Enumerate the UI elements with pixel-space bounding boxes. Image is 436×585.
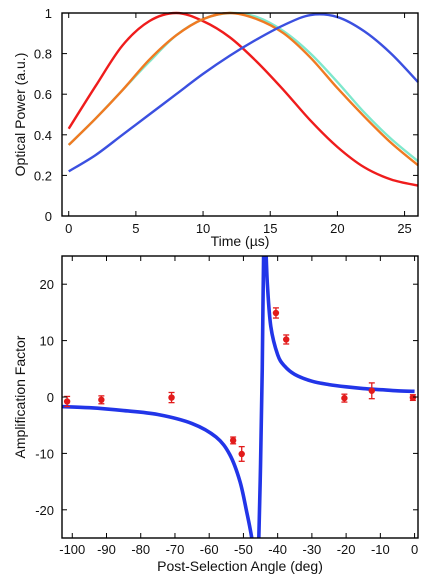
y-tick-label: 1 [45, 6, 52, 21]
fit-curve-right [257, 256, 415, 538]
x-tick-label: -50 [234, 542, 253, 557]
y-tick-label: 0.6 [34, 87, 52, 102]
point-marker [63, 398, 71, 405]
x-tick-label: -40 [268, 542, 287, 557]
data-point [368, 382, 375, 400]
point-marker [409, 394, 417, 401]
x-tick-label: 10 [196, 221, 210, 236]
y-tick-label: -10 [35, 446, 54, 461]
point-marker [272, 309, 280, 317]
x-tick-label: -30 [302, 542, 321, 557]
x-tick-label: 25 [397, 221, 411, 236]
optical-power-panel: 0 5 10 15 20 25 0 0.2 0.4 0.6 0.8 1 Optical Power (… [12, 6, 419, 249]
y-tick-label: 0 [45, 209, 52, 224]
data-point [98, 395, 105, 405]
amplification-panel: -100 -90 -80 -70 -60 -50 -40 -30 -20 -10 0-20-1001… [12, 255, 419, 574]
x-tick-label: 5 [132, 221, 139, 236]
fit-curve-left [62, 404, 254, 538]
data-point [238, 445, 245, 462]
y-tick-label: 10 [40, 334, 54, 349]
x-tick-label: -10 [371, 542, 390, 557]
optical-power-plot-frame [61, 12, 419, 217]
x-axis-label: Post-Selection Angle (deg) [157, 558, 323, 574]
y-tick-label: -20 [35, 503, 54, 518]
x-tick-label: 0 [65, 221, 72, 236]
point-marker [341, 394, 348, 402]
x-tick-label: 15 [263, 221, 277, 236]
x-tick-label: -60 [200, 542, 219, 557]
data-point [341, 393, 348, 403]
data-point [63, 395, 71, 408]
y-axis-label: Amplification Factor [12, 335, 28, 458]
y-tick-label: 20 [40, 277, 54, 292]
x-tick-label: 0 [411, 542, 418, 557]
data-point [272, 307, 280, 319]
point-marker [98, 396, 105, 404]
y-tick-label: 0.4 [34, 128, 52, 143]
point-marker [283, 336, 290, 343]
y-tick-label: 0.8 [34, 47, 52, 62]
y-tick-label: 0.2 [34, 168, 52, 183]
data-point [168, 391, 175, 404]
y-axis-label: Optical Power (a.u.) [12, 53, 28, 177]
series-line-1 [67, 11, 419, 187]
x-tick-label: -70 [166, 542, 185, 557]
point-marker [229, 437, 237, 444]
series-line-4 [68, 13, 419, 173]
x-tick-label: 20 [330, 221, 344, 236]
data-point [409, 394, 417, 402]
x-axis-label: Time (µs) [211, 233, 270, 249]
x-tick-label: -90 [97, 542, 116, 557]
x-tick-label: -20 [337, 542, 356, 557]
series-line-2 [67, 11, 419, 163]
amplification-plot-frame [61, 255, 419, 539]
x-tick-label: -100 [59, 542, 85, 557]
y-tick-label: 0 [47, 390, 54, 405]
data-point [229, 436, 237, 445]
point-marker [238, 450, 245, 458]
point-marker [168, 394, 175, 401]
series-line-3 [67, 11, 419, 167]
point-marker [368, 387, 375, 394]
data-point [283, 334, 290, 345]
x-tick-label: -80 [131, 542, 150, 557]
